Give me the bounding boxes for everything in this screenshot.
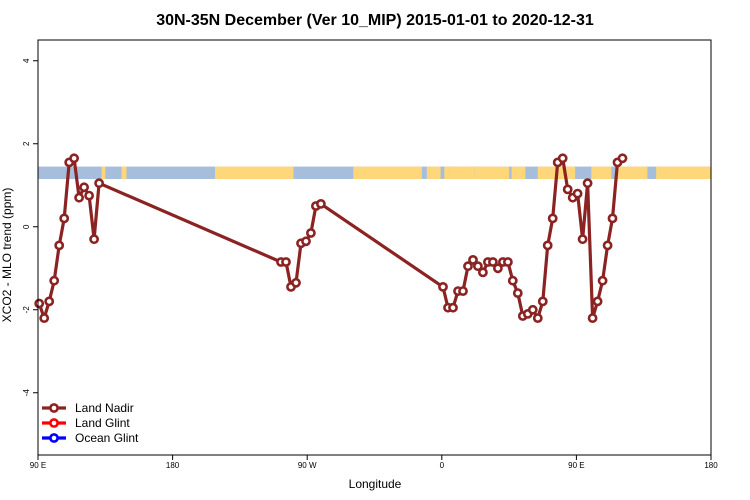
- data-point-land-nadir: [602, 240, 613, 251]
- data-point-land-nadir: [532, 313, 543, 323]
- y-tick-label: 4: [22, 58, 31, 63]
- data-point-land-nadir: [472, 261, 483, 272]
- surface-band-land: [656, 166, 711, 180]
- surface-band-land: [217, 166, 294, 180]
- surface-band-land: [426, 166, 430, 180]
- surface-band-land: [429, 166, 441, 180]
- data-point-land-nadir: [79, 182, 89, 193]
- data-point-land-nadir: [507, 275, 518, 286]
- x-tick-label: 180: [704, 461, 718, 470]
- data-point-land-nadir: [59, 213, 70, 224]
- surface-band-land: [449, 166, 475, 180]
- data-point-land-nadir: [463, 261, 473, 272]
- data-point-land-nadir: [39, 313, 50, 323]
- data-point-land-nadir: [617, 153, 628, 164]
- data-point-land-nadir: [315, 198, 326, 209]
- data-point-land-nadir: [291, 277, 301, 288]
- data-point-land-nadir: [49, 275, 60, 286]
- y-tick-label: 2: [22, 141, 31, 146]
- x-tick-label: 0: [440, 461, 445, 470]
- legend-marker: [49, 403, 59, 413]
- surface-band-land: [638, 166, 648, 180]
- y-tick-label: -2: [22, 306, 31, 314]
- x-tick-label: 180: [166, 461, 180, 470]
- legend-marker: [49, 418, 59, 428]
- data-point-land-nadir: [44, 296, 55, 307]
- data-point-land-nadir: [281, 257, 291, 267]
- data-point-land-nadir: [512, 288, 523, 298]
- data-point-land-nadir: [54, 240, 65, 251]
- data-point-land-nadir: [502, 257, 513, 267]
- x-axis-label: Longitude: [349, 477, 402, 491]
- legend-label: Land Glint: [75, 416, 130, 430]
- y-axis-label: XCO2 - MLO trend (ppm): [0, 188, 14, 323]
- data-point-land-nadir: [542, 240, 553, 251]
- data-point-land-nadir: [577, 234, 588, 245]
- legend-marker: [49, 433, 59, 443]
- data-point-land-nadir: [438, 281, 448, 292]
- data-point-land-nadir: [527, 304, 538, 315]
- surface-band-land: [591, 166, 612, 180]
- x-tick-label: 90 W: [298, 461, 317, 470]
- surface-band-land: [444, 166, 450, 180]
- data-point-land-nadir: [492, 263, 503, 274]
- data-point-land-nadir: [301, 236, 311, 247]
- chart-title: 30N-35N December (Ver 10_MIP) 2015-01-01…: [156, 12, 594, 29]
- data-point-land-nadir: [305, 228, 316, 238]
- surface-band-land: [353, 166, 422, 180]
- y-tick-label: -4: [22, 389, 31, 397]
- data-point-land-nadir: [582, 178, 593, 189]
- data-point-land-nadir: [487, 257, 498, 267]
- surface-band-land: [121, 166, 127, 180]
- data-point-land-nadir: [587, 313, 598, 323]
- data-point-land-nadir: [94, 178, 104, 189]
- data-point-land-nadir: [468, 254, 478, 265]
- data-point-land-nadir: [84, 190, 94, 201]
- data-point-land-nadir: [597, 275, 608, 286]
- data-point-land-nadir: [537, 296, 548, 307]
- data-point-land-nadir: [607, 213, 618, 224]
- data-point-land-nadir: [557, 153, 568, 164]
- data-point-land-nadir: [89, 234, 99, 245]
- data-point-land-nadir: [74, 192, 84, 203]
- data-point-land-nadir: [69, 153, 79, 164]
- data-point-land-nadir: [562, 184, 573, 195]
- x-tick-label: 90 E: [568, 461, 584, 470]
- data-point-land-nadir: [572, 188, 583, 199]
- axes: 90 E 180 90 W 0 90 E 180 -4 -2 0 2 4: [22, 39, 718, 470]
- plot-area: [34, 153, 711, 323]
- surface-band-land: [511, 166, 526, 180]
- legend-label: Ocean Glint: [75, 431, 139, 445]
- data-point-land-nadir: [448, 302, 458, 313]
- plot-border: [37, 39, 712, 456]
- surface-band-land: [214, 166, 218, 180]
- data-point-land-nadir: [477, 267, 488, 278]
- data-point-land-nadir: [458, 286, 468, 296]
- surface-band-land: [101, 166, 106, 180]
- y-tick-label: 0: [22, 224, 31, 229]
- surface-band-land: [474, 166, 510, 180]
- legend-label: Land Nadir: [75, 401, 134, 415]
- data-point-land-nadir: [34, 298, 45, 309]
- data-point-land-nadir: [547, 213, 558, 224]
- surface-band-land: [616, 166, 643, 180]
- data-point-land-nadir: [592, 296, 603, 307]
- x-tick-label: 90 E: [30, 461, 46, 470]
